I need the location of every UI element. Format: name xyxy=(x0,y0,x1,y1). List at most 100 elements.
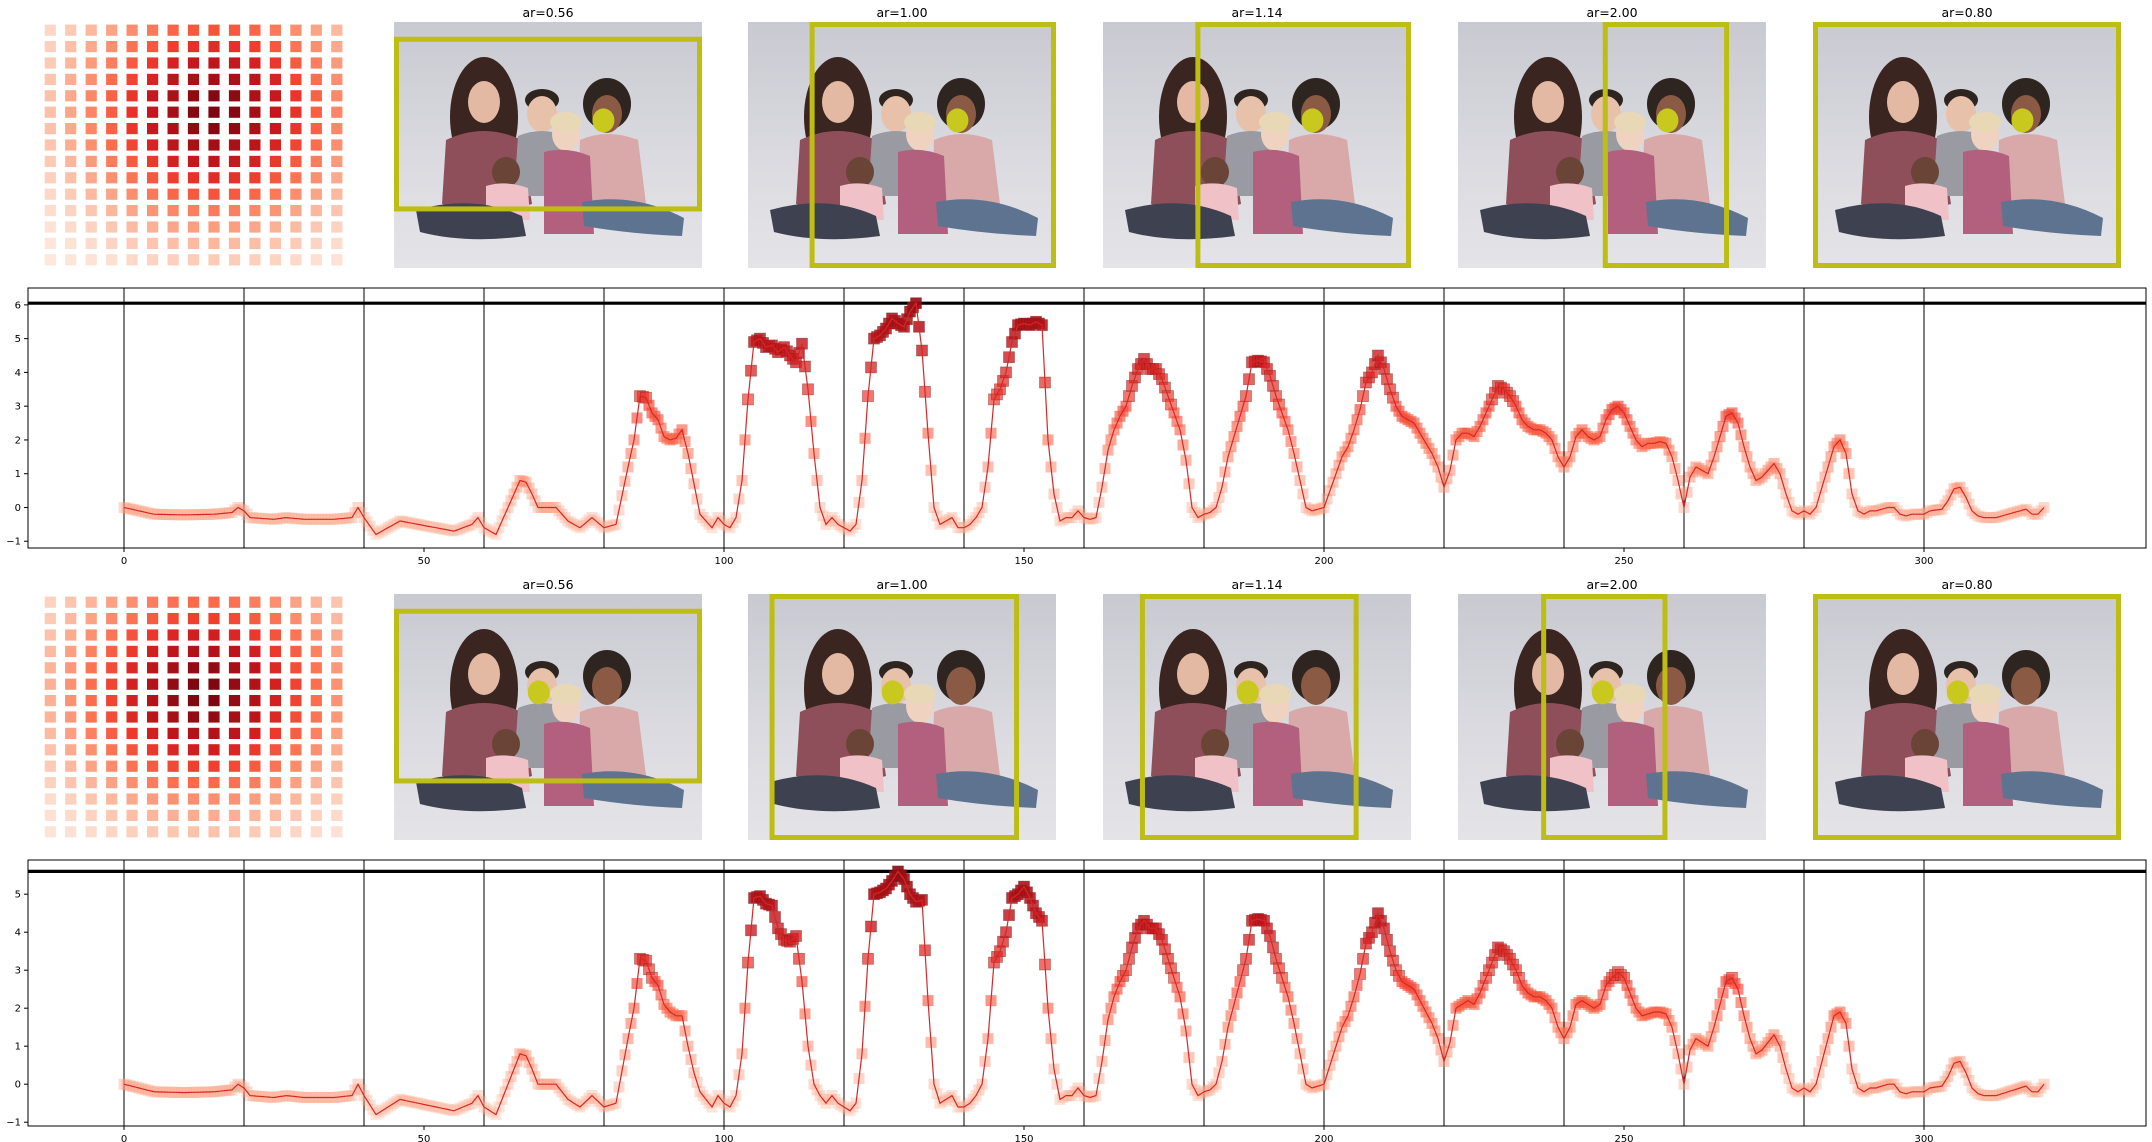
heatmap-cell xyxy=(85,613,97,625)
heatmap-cell xyxy=(269,90,281,102)
heatmap-cell xyxy=(44,188,56,200)
heatmap-cell xyxy=(147,24,159,36)
heatmap-cell xyxy=(65,711,77,723)
heatmap-cell xyxy=(106,41,118,53)
heatmap-cell xyxy=(65,695,77,707)
heatmap-cell xyxy=(187,221,200,233)
heatmap-cell xyxy=(106,106,118,118)
heatmap-cell xyxy=(208,139,220,151)
top-family-photo xyxy=(1458,22,1766,268)
heatmap-cell xyxy=(228,760,241,772)
bottom-image-title: ar=2.00 xyxy=(1586,577,1637,592)
heatmap-cell xyxy=(249,760,261,772)
heatmap-cell xyxy=(228,645,241,657)
heatmap-cell xyxy=(147,727,159,739)
heatmap-cell xyxy=(167,57,179,69)
heatmap-cell xyxy=(208,793,220,805)
heatmap-cell xyxy=(331,139,343,151)
heatmap-cell xyxy=(208,57,220,69)
heatmap-cell xyxy=(310,41,322,53)
heatmap-cell xyxy=(269,106,281,118)
heatmap-cell xyxy=(187,254,200,266)
heatmap-cell xyxy=(85,629,97,641)
heatmap-cell xyxy=(85,90,97,102)
heatmap-cell xyxy=(44,711,56,723)
heatmap-cell xyxy=(147,678,159,690)
heatmap-cell xyxy=(228,172,241,184)
heatmap-cell xyxy=(310,777,322,789)
heatmap-cell xyxy=(249,777,261,789)
top-x-tick-label: 250 xyxy=(1614,556,1633,567)
heatmap-cell xyxy=(269,695,281,707)
heatmap-cell xyxy=(167,139,179,151)
heatmap-cell xyxy=(147,221,159,233)
heatmap-cell xyxy=(147,41,159,53)
heatmap-cell xyxy=(290,596,302,608)
heatmap-cell xyxy=(228,793,241,805)
heatmap-cell xyxy=(290,106,302,118)
heatmap-cell xyxy=(126,613,138,625)
heatmap-cell xyxy=(44,123,56,135)
heatmap-cell xyxy=(65,793,77,805)
heatmap-cell xyxy=(208,254,220,266)
heatmap-cell xyxy=(331,172,343,184)
heatmap-cell xyxy=(331,613,343,625)
heatmap-cell xyxy=(44,695,56,707)
heatmap-cell xyxy=(65,172,77,184)
heatmap-cell xyxy=(269,254,281,266)
heatmap-cell xyxy=(249,188,261,200)
heatmap-cell xyxy=(65,205,77,217)
heatmap-cell xyxy=(167,744,179,756)
top-y-tick-label: 0 xyxy=(15,503,21,514)
heatmap-cell xyxy=(249,662,261,674)
heatmap-cell xyxy=(331,123,343,135)
heatmap-cell xyxy=(208,711,220,723)
heatmap-cell xyxy=(208,90,220,102)
heatmap-cell xyxy=(85,155,97,167)
heatmap-cell xyxy=(269,205,281,217)
top-family-photo xyxy=(1813,22,2121,268)
heatmap-cell xyxy=(106,744,118,756)
heatmap-cell xyxy=(249,57,261,69)
heatmap-cell xyxy=(290,237,302,249)
bottom-image-title: ar=1.14 xyxy=(1231,577,1282,592)
top-x-tick-label: 300 xyxy=(1914,556,1933,567)
heatmap-cell xyxy=(44,254,56,266)
heatmap-cell xyxy=(44,106,56,118)
heatmap-cell xyxy=(147,809,159,821)
heatmap-cell xyxy=(167,123,179,135)
heatmap-cell xyxy=(85,254,97,266)
heatmap-cell xyxy=(331,106,343,118)
heatmap-cell xyxy=(228,155,241,167)
heatmap-cell xyxy=(85,24,97,36)
heatmap-cell xyxy=(147,155,159,167)
top-x-tick-label: 100 xyxy=(714,556,733,567)
heatmap-cell xyxy=(167,727,179,739)
heatmap-cell xyxy=(106,221,118,233)
heatmap-cell xyxy=(44,727,56,739)
heatmap-cell xyxy=(208,73,220,85)
heatmap-cell xyxy=(126,727,138,739)
heatmap-cell xyxy=(228,106,241,118)
heatmap-cell xyxy=(290,24,302,36)
heatmap-cell xyxy=(167,695,179,707)
heatmap-cell xyxy=(65,155,77,167)
heatmap-cell xyxy=(85,188,97,200)
bottom-x-tick-label: 0 xyxy=(121,1134,127,1142)
heatmap-cell xyxy=(208,221,220,233)
heatmap-cell xyxy=(310,155,322,167)
heatmap-cell xyxy=(310,678,322,690)
top-crop-box xyxy=(1195,22,1412,268)
heatmap-cell xyxy=(65,613,77,625)
top-image-title: ar=0.56 xyxy=(522,5,573,20)
heatmap-cell xyxy=(331,695,343,707)
heatmap-cell xyxy=(228,662,241,674)
heatmap-cell xyxy=(331,57,343,69)
heatmap-cell xyxy=(249,826,261,838)
heatmap-cell xyxy=(208,826,220,838)
bottom-y-tick-label: 5 xyxy=(15,890,21,901)
heatmap-cell xyxy=(269,662,281,674)
heatmap-cell xyxy=(147,254,159,266)
heatmap-cell xyxy=(126,237,138,249)
heatmap-cell xyxy=(269,793,281,805)
